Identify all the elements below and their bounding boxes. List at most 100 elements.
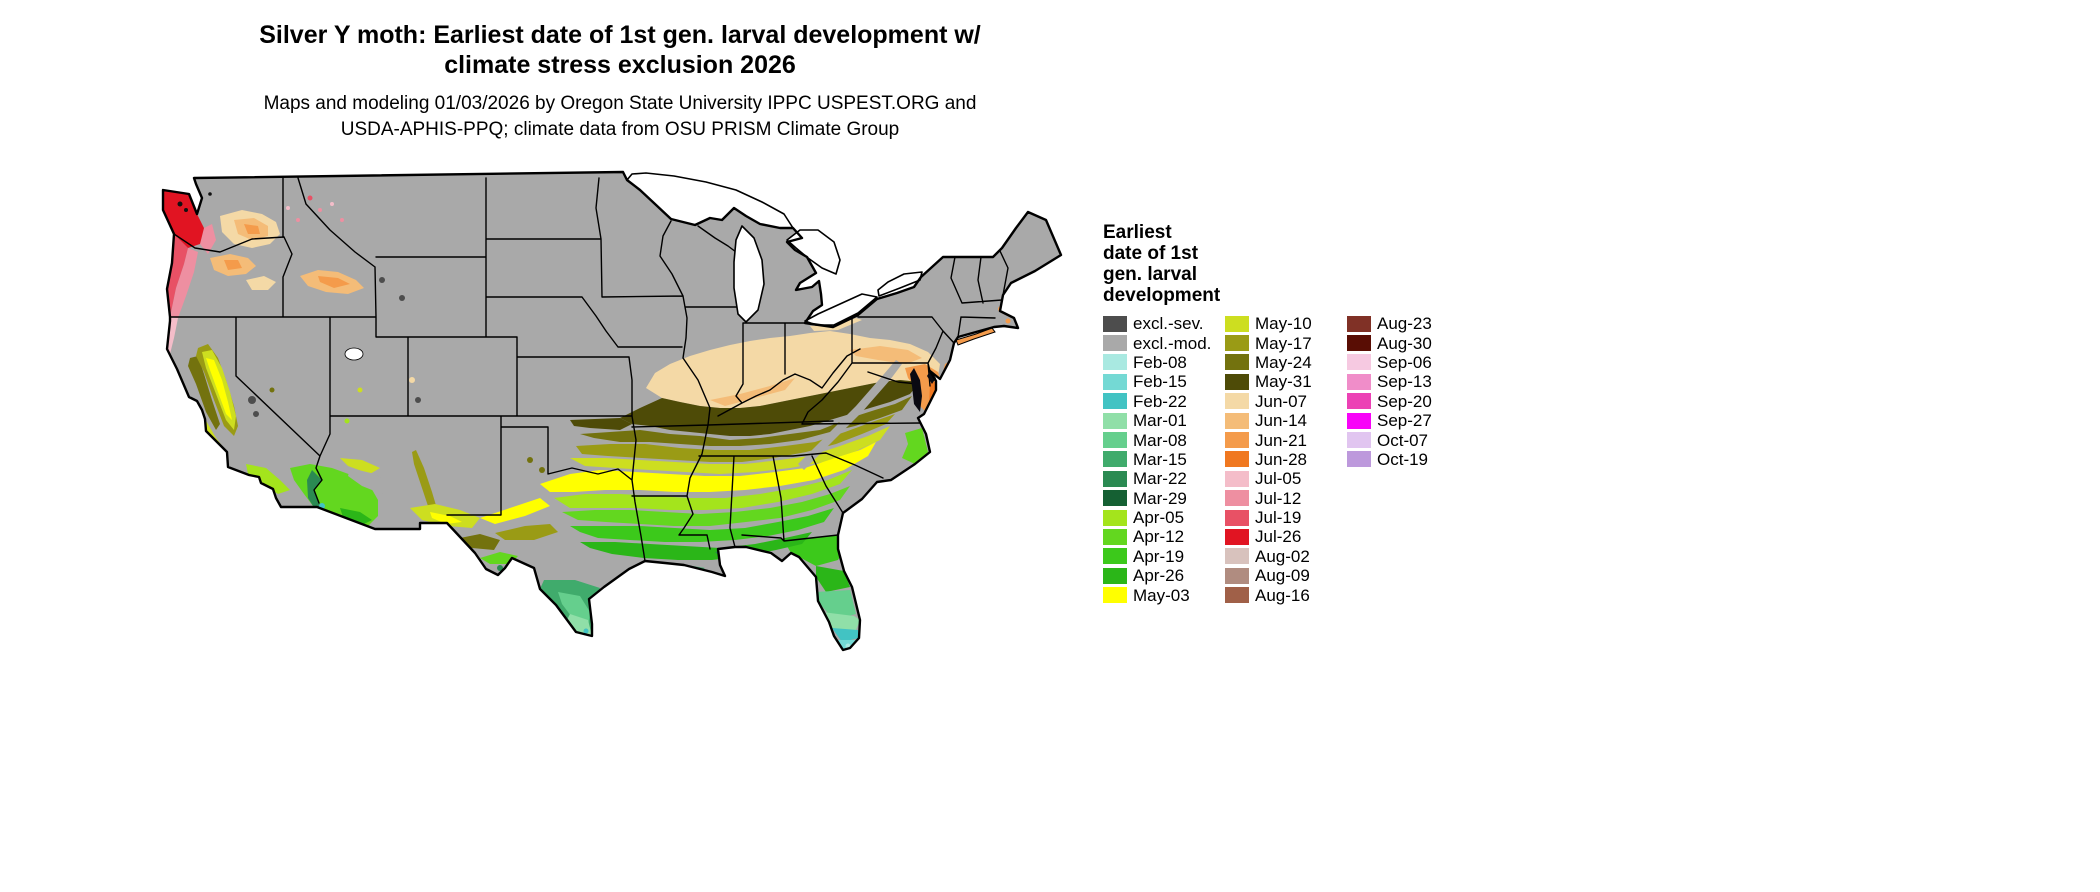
legend-label: May-03 bbox=[1133, 585, 1190, 605]
legend-item: Sep-13 bbox=[1347, 372, 1467, 391]
legend-swatch bbox=[1347, 451, 1371, 468]
legend-item: Oct-19 bbox=[1347, 450, 1467, 469]
legend-item: Jun-21 bbox=[1225, 430, 1345, 449]
legend-label: Jul-26 bbox=[1255, 527, 1302, 547]
legend-swatch bbox=[1225, 567, 1249, 584]
map-region-mar08 bbox=[558, 590, 856, 628]
legend-swatch bbox=[1225, 528, 1249, 545]
map-title: Silver Y moth: Earliest date of 1st gen.… bbox=[0, 20, 1240, 80]
legend-item: Aug-09 bbox=[1225, 566, 1345, 585]
legend-item: Sep-27 bbox=[1347, 411, 1467, 430]
legend-swatch bbox=[1225, 451, 1249, 468]
conus-outline bbox=[161, 170, 1063, 652]
legend-swatch bbox=[1347, 354, 1371, 371]
legend-swatch bbox=[1103, 509, 1127, 526]
legend-label: Jul-19 bbox=[1255, 508, 1302, 528]
map-region-excluded-overlay bbox=[348, 360, 902, 494]
map-title-line1: Silver Y moth: Earliest date of 1st gen.… bbox=[259, 21, 981, 49]
legend-swatch bbox=[1347, 412, 1371, 429]
map-legend: Earliest date of 1st gen. larval develop… bbox=[1103, 222, 1583, 614]
legend-swatch bbox=[1225, 509, 1249, 526]
legend-item: Apr-26 bbox=[1103, 566, 1223, 585]
legend-swatch bbox=[1225, 393, 1249, 410]
legend-item: Jul-19 bbox=[1225, 508, 1345, 527]
legend-title-line4: development bbox=[1103, 285, 1221, 306]
legend-item: Apr-19 bbox=[1103, 547, 1223, 566]
legend-swatch bbox=[1225, 548, 1249, 565]
legend-item: May-24 bbox=[1225, 353, 1345, 372]
legend-item: Feb-22 bbox=[1103, 392, 1223, 411]
legend-swatch bbox=[1347, 335, 1371, 352]
delaware-bay bbox=[927, 371, 936, 384]
conus-choropleth-map bbox=[161, 170, 1063, 652]
map-subtitle-line1: Maps and modeling 01/03/2026 by Oregon S… bbox=[263, 93, 977, 114]
legend-label: Jun-28 bbox=[1255, 449, 1307, 469]
map-region-jul19 bbox=[167, 195, 313, 317]
legend-swatch bbox=[1347, 315, 1371, 332]
legend-item: Apr-12 bbox=[1103, 527, 1223, 546]
legend-item: excl.-mod. bbox=[1103, 333, 1223, 352]
map-region-feb22 bbox=[319, 503, 859, 642]
legend-label: Mar-22 bbox=[1133, 469, 1187, 489]
lake-ontario bbox=[877, 271, 923, 297]
legend-swatch bbox=[1225, 432, 1249, 449]
legend-item: Sep-06 bbox=[1347, 353, 1467, 372]
legend-label: Jun-14 bbox=[1255, 411, 1307, 431]
great-lakes bbox=[626, 172, 923, 326]
legend-item: Mar-29 bbox=[1103, 489, 1223, 508]
map-title-line2: climate stress exclusion 2026 bbox=[444, 51, 796, 79]
legend-label: Mar-29 bbox=[1133, 488, 1187, 508]
legend-label: Mar-15 bbox=[1133, 449, 1187, 469]
legend-swatch bbox=[1225, 315, 1249, 332]
legend-label: May-31 bbox=[1255, 372, 1312, 392]
legend-swatch bbox=[1225, 490, 1249, 507]
legend-item: Aug-02 bbox=[1225, 547, 1345, 566]
legend-item: Apr-05 bbox=[1103, 508, 1223, 527]
map-region-may31 bbox=[570, 380, 920, 436]
legend-label: Sep-13 bbox=[1377, 372, 1432, 392]
legend-swatch bbox=[1103, 490, 1127, 507]
legend-label: Feb-08 bbox=[1133, 352, 1187, 372]
legend-item: Jun-14 bbox=[1225, 411, 1345, 430]
legend-columns: excl.-sev. excl.-mod. Feb-08 Feb-15 Feb-22 Ma… bbox=[1103, 314, 1583, 614]
legend-item: Jun-28 bbox=[1225, 450, 1345, 469]
legend-label: Apr-19 bbox=[1133, 546, 1185, 566]
legend-label: Apr-12 bbox=[1133, 527, 1185, 547]
legend-swatch bbox=[1103, 354, 1127, 371]
legend-swatch bbox=[1103, 412, 1127, 429]
legend-label: excl.-sev. bbox=[1133, 314, 1204, 334]
legend-label: Sep-27 bbox=[1377, 411, 1432, 431]
legend-label: Mar-08 bbox=[1133, 430, 1187, 450]
legend-label: Jun-21 bbox=[1255, 430, 1307, 450]
legend-item: Mar-15 bbox=[1103, 450, 1223, 469]
legend-label: May-24 bbox=[1255, 352, 1312, 372]
legend-label: Aug-09 bbox=[1255, 566, 1310, 586]
legend-swatch bbox=[1103, 548, 1127, 565]
legend-label: Aug-23 bbox=[1377, 314, 1432, 334]
legend-item: Jun-07 bbox=[1225, 392, 1345, 411]
legend-swatch bbox=[1347, 373, 1371, 390]
legend-label: Apr-05 bbox=[1133, 508, 1185, 528]
state-borders bbox=[169, 177, 1009, 562]
legend-swatch bbox=[1347, 432, 1371, 449]
legend-item: May-03 bbox=[1103, 585, 1223, 604]
legend-item: Aug-23 bbox=[1347, 314, 1467, 333]
map-region-jul12 bbox=[170, 208, 344, 318]
legend-item: Mar-01 bbox=[1103, 411, 1223, 430]
legend-title-line2: date of 1st bbox=[1103, 243, 1199, 264]
legend-label: excl.-mod. bbox=[1133, 333, 1212, 353]
map-subtitle-line2: USDA-APHIS-PPQ; climate data from OSU PR… bbox=[340, 119, 900, 140]
legend-label: Jun-07 bbox=[1255, 391, 1307, 411]
legend-item: Oct-07 bbox=[1347, 430, 1467, 449]
legend-label: Apr-26 bbox=[1133, 566, 1185, 586]
legend-label: Mar-01 bbox=[1133, 411, 1187, 431]
legend-swatch bbox=[1225, 412, 1249, 429]
legend-item: May-31 bbox=[1225, 372, 1345, 391]
legend-label: Sep-20 bbox=[1377, 391, 1432, 411]
legend-item: Sep-20 bbox=[1347, 392, 1467, 411]
legend-item: Feb-08 bbox=[1103, 353, 1223, 372]
legend-column-1: excl.-sev. excl.-mod. Feb-08 Feb-15 Feb-22 Ma… bbox=[1103, 314, 1223, 605]
legend-swatch bbox=[1103, 470, 1127, 487]
legend-label: Oct-07 bbox=[1377, 430, 1429, 450]
map-region-apr05 bbox=[246, 418, 852, 510]
